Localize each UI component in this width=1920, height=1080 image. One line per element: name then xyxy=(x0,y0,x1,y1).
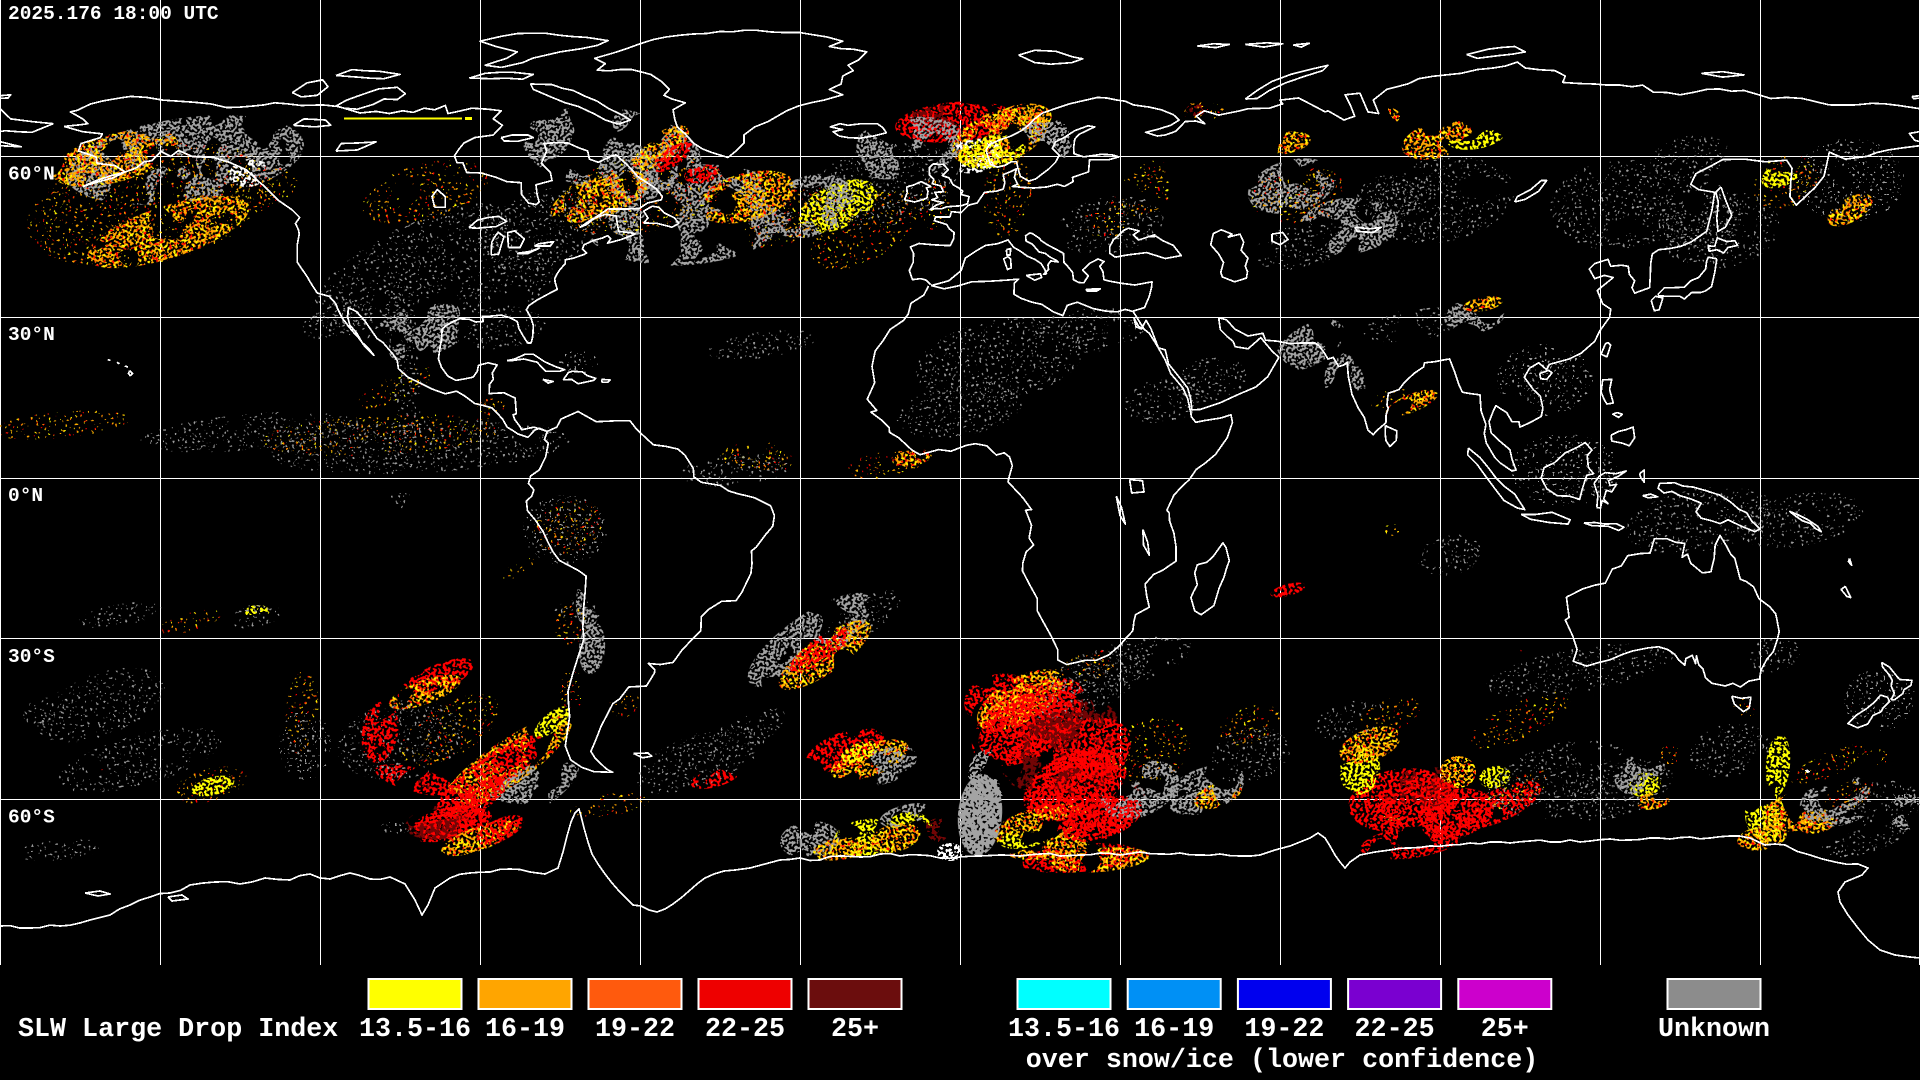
svg-text:25+: 25+ xyxy=(1481,1015,1529,1045)
svg-text:2025.176 18:00 UTC: 2025.176 18:00 UTC xyxy=(8,3,219,25)
svg-text:25+: 25+ xyxy=(831,1015,879,1045)
svg-text:30°S: 30°S xyxy=(8,646,55,668)
svg-text:19-22: 19-22 xyxy=(595,1015,675,1045)
svg-text:60°N: 60°N xyxy=(8,163,55,185)
svg-text:19-22: 19-22 xyxy=(1244,1015,1324,1045)
svg-text:Unknown: Unknown xyxy=(1658,1015,1770,1045)
svg-text:13.5-16: 13.5-16 xyxy=(1008,1015,1120,1045)
svg-text:SLW Large Drop Index: SLW Large Drop Index xyxy=(18,1015,338,1045)
svg-text:60°S: 60°S xyxy=(8,807,55,829)
svg-text:30°N: 30°N xyxy=(8,324,55,346)
svg-text:16-19: 16-19 xyxy=(485,1015,565,1045)
svg-text:22-25: 22-25 xyxy=(705,1015,785,1045)
svg-text:16-19: 16-19 xyxy=(1134,1015,1214,1045)
svg-text:22-25: 22-25 xyxy=(1355,1015,1435,1045)
svg-text:over snow/ice (lower confidenc: over snow/ice (lower confidence) xyxy=(1026,1046,1538,1076)
svg-text:13.5-16: 13.5-16 xyxy=(359,1015,471,1045)
svg-text:0°N: 0°N xyxy=(8,485,43,507)
